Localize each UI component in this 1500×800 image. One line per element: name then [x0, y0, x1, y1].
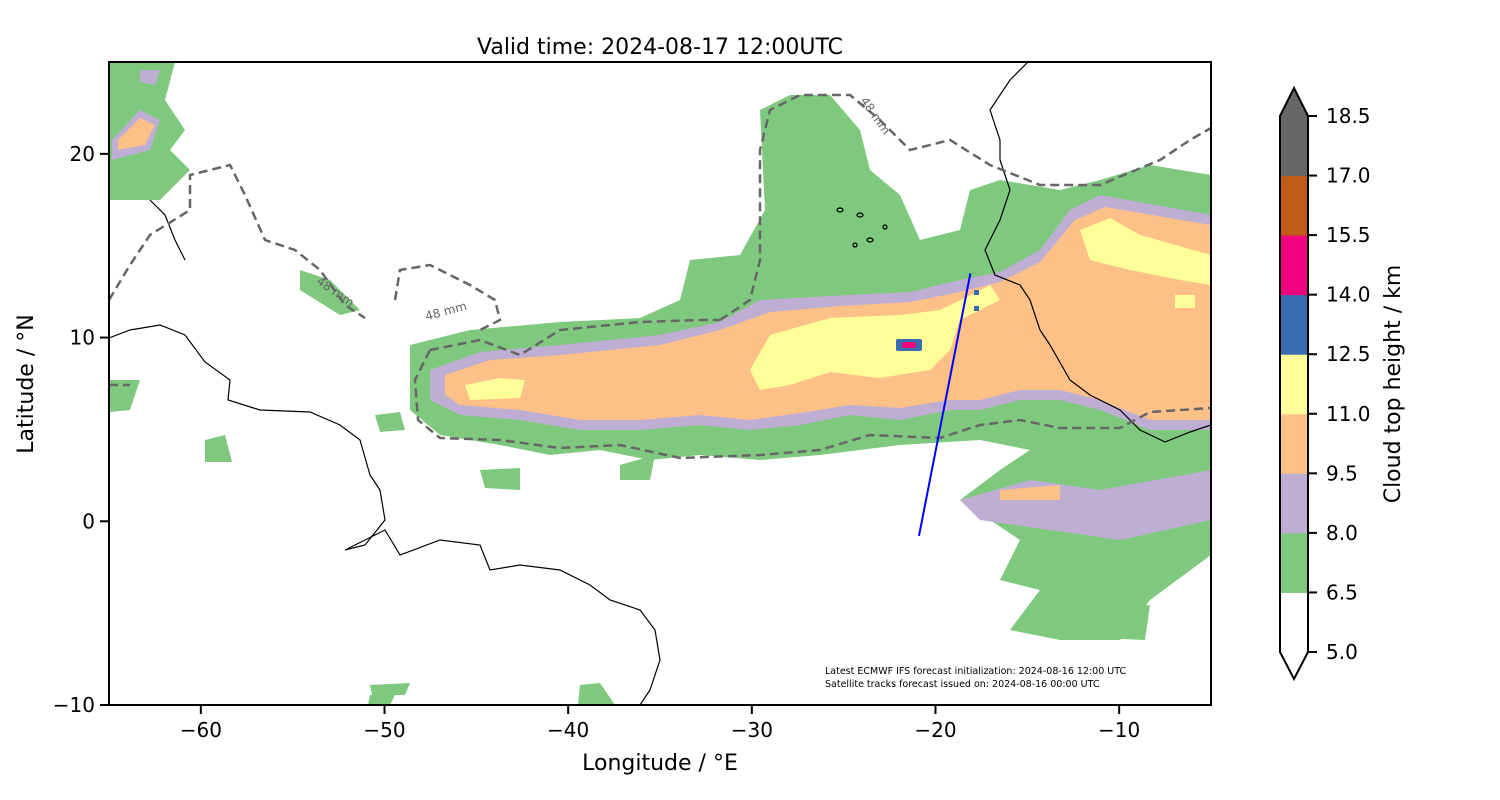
precip-contour-48mm	[109, 93, 1211, 460]
colorbar-tick-label: 14.0	[1326, 283, 1371, 307]
y-tick-label: 10	[70, 326, 95, 350]
y-tick-label: 20	[70, 142, 95, 166]
colorbar-tick-label: 11.0	[1326, 402, 1371, 426]
annotation-line-2: Satellite tracks forecast issued on: 202…	[825, 679, 1100, 690]
colorbar-extend-max	[1280, 88, 1308, 116]
colorbar-tick-label: 8.0	[1326, 521, 1358, 545]
cloud-level-12-5-small	[974, 306, 979, 311]
y-axis-label: Latitude / °N	[14, 314, 39, 453]
x-tick-label: −40	[547, 718, 589, 742]
x-tick-label: −60	[180, 718, 222, 742]
colorbar-segment	[1280, 592, 1308, 653]
annotation-line-1: Latest ECMWF IFS forecast initialization…	[825, 666, 1126, 677]
colorbar-segment	[1280, 294, 1308, 355]
colorbar-segment	[1280, 354, 1308, 415]
colorbar-tick-label: 6.5	[1326, 580, 1358, 604]
colorbar-tick-label: 17.0	[1326, 164, 1371, 188]
x-tick-label: −50	[363, 718, 405, 742]
x-tick-label: −10	[1098, 718, 1140, 742]
colorbar-segment	[1280, 532, 1308, 593]
colorbar-label: Cloud top height / km	[1381, 265, 1406, 504]
colorbar-segment	[1280, 116, 1308, 177]
colorbar-tick-label: 9.5	[1326, 461, 1358, 485]
colorbar-tick-label: 18.5	[1326, 104, 1371, 128]
colorbar-segment	[1280, 473, 1308, 534]
colorbar-tick-label: 15.5	[1326, 223, 1371, 247]
colorbar-segment	[1280, 175, 1308, 236]
cloud-level-11-0	[465, 218, 1211, 400]
coastlines	[109, 62, 1211, 705]
colorbar-tick-label: 12.5	[1326, 342, 1371, 366]
x-tick-label: −30	[731, 718, 773, 742]
map-area: 48 mm 48 mm 48 mm Latest ECMWF IFS forec…	[109, 62, 1211, 705]
cloud-level-12-5-small	[974, 290, 979, 295]
map-frame	[108, 61, 1212, 706]
colorbar-segment	[1280, 235, 1308, 296]
colorbar-tick-label: 5.0	[1326, 640, 1358, 664]
contour-label: 48 mm	[424, 299, 469, 324]
contour-label: 48 mm	[857, 94, 893, 137]
y-tick-label: −10	[53, 693, 95, 717]
colorbar: 5.0 6.5 8.0 9.5 11.0 12.5 14.0 15.5 17.0 18.5	[1279, 85, 1371, 682]
y-axis: −10 0 10 20	[53, 142, 109, 717]
x-tick-label: −20	[914, 718, 956, 742]
satellite-track	[917, 273, 972, 537]
cloud-level-9-5	[118, 118, 1211, 500]
x-axis-label: Longitude / °E	[582, 751, 738, 776]
cloud-level-14-0	[902, 342, 916, 348]
chart-title: Valid time: 2024-08-17 12:00UTC	[477, 35, 843, 60]
x-axis: −60 −50 −40 −30 −20 −10	[180, 705, 1140, 742]
colorbar-segment	[1280, 413, 1308, 474]
colorbar-extend-min	[1280, 652, 1308, 679]
y-tick-label: 0	[82, 509, 95, 533]
